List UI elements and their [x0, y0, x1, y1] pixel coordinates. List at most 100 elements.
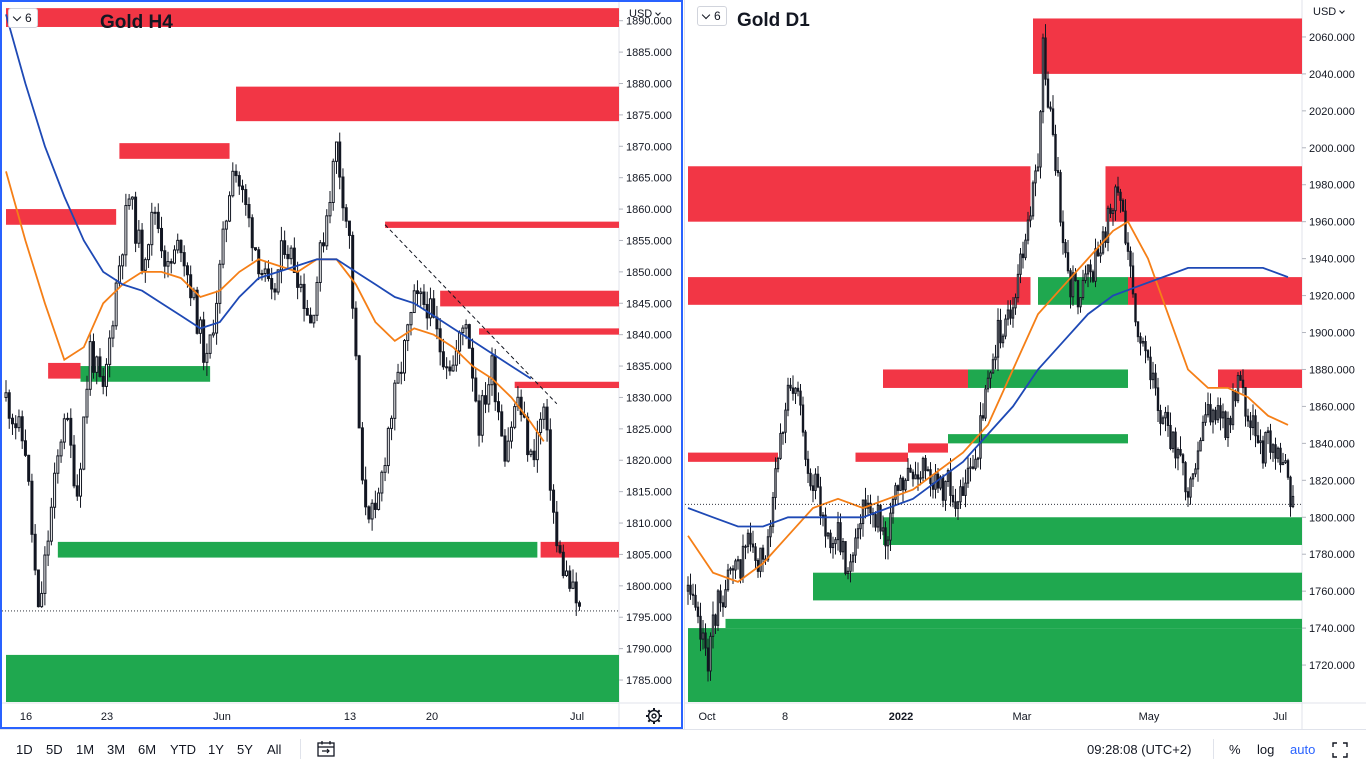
candle[interactable]: [289, 245, 293, 265]
candle[interactable]: [931, 475, 935, 499]
candle[interactable]: [771, 492, 775, 534]
demand-zone-8[interactable]: [968, 369, 1128, 388]
candle[interactable]: [901, 476, 905, 504]
candle[interactable]: [364, 466, 368, 516]
candle[interactable]: [403, 339, 407, 381]
candle[interactable]: [1196, 441, 1200, 482]
candle[interactable]: [759, 547, 762, 578]
candle[interactable]: [1271, 443, 1275, 462]
supply-zone-9[interactable]: [688, 452, 778, 462]
candle[interactable]: [1226, 411, 1230, 447]
candle[interactable]: [854, 528, 857, 563]
candle[interactable]: [244, 184, 248, 216]
range-button-3m[interactable]: 3M: [107, 742, 126, 757]
candle[interactable]: [1219, 397, 1222, 431]
candle[interactable]: [263, 260, 267, 282]
candle[interactable]: [1046, 71, 1050, 109]
demand-zone-12[interactable]: [6, 654, 619, 702]
candle[interactable]: [377, 487, 381, 511]
candle[interactable]: [791, 375, 795, 401]
candle[interactable]: [959, 479, 962, 509]
candle[interactable]: [881, 515, 885, 536]
candle[interactable]: [1081, 269, 1085, 301]
candle[interactable]: [1136, 321, 1140, 343]
supply-zone-3[interactable]: [6, 209, 117, 225]
candle[interactable]: [1256, 421, 1260, 444]
candle[interactable]: [966, 456, 970, 488]
candle[interactable]: [1124, 199, 1127, 246]
candle[interactable]: [761, 544, 765, 573]
candle[interactable]: [98, 348, 102, 378]
candle[interactable]: [971, 454, 975, 470]
candle[interactable]: [23, 429, 27, 457]
candle[interactable]: [1244, 387, 1247, 427]
candle[interactable]: [147, 243, 151, 268]
candle[interactable]: [276, 269, 280, 295]
candle[interactable]: [1259, 429, 1262, 455]
candle[interactable]: [85, 375, 89, 424]
supply-zone-10[interactable]: [855, 452, 909, 462]
candle[interactable]: [480, 389, 484, 443]
candle[interactable]: [701, 619, 705, 650]
candle[interactable]: [989, 370, 992, 389]
range-button-6m[interactable]: 6M: [138, 742, 157, 757]
candle[interactable]: [1031, 180, 1035, 220]
candle[interactable]: [1079, 297, 1082, 313]
candle[interactable]: [1206, 392, 1210, 418]
candle[interactable]: [182, 245, 186, 277]
candle[interactable]: [929, 462, 932, 497]
candle[interactable]: [43, 546, 47, 606]
candle[interactable]: [716, 589, 720, 632]
demand-zone-12[interactable]: [948, 434, 1128, 444]
candle[interactable]: [731, 565, 735, 585]
candle[interactable]: [577, 600, 581, 611]
candle[interactable]: [156, 203, 160, 234]
candle[interactable]: [451, 355, 455, 372]
supply-zone-6[interactable]: [1218, 369, 1302, 388]
chart-pane-gold-h4[interactable]: 1890.000 1885.000 1880.000 1875.000 1870.000…: [0, 0, 683, 729]
candle[interactable]: [774, 457, 777, 510]
candle[interactable]: [422, 284, 426, 311]
candle[interactable]: [709, 632, 712, 681]
candle[interactable]: [56, 449, 60, 484]
candle[interactable]: [1109, 203, 1112, 218]
candle[interactable]: [198, 316, 202, 344]
candle[interactable]: [95, 355, 99, 385]
candle[interactable]: [555, 500, 559, 553]
candle[interactable]: [46, 530, 50, 567]
candle[interactable]: [467, 323, 471, 349]
candle[interactable]: [325, 209, 329, 250]
candle[interactable]: [706, 638, 710, 682]
fullscreen-icon[interactable]: [1332, 742, 1348, 758]
candle[interactable]: [779, 423, 782, 460]
candle[interactable]: [172, 245, 176, 265]
candle[interactable]: [474, 368, 478, 403]
candle[interactable]: [719, 584, 722, 612]
candle[interactable]: [801, 396, 805, 437]
demand-zone-11[interactable]: [57, 541, 538, 558]
candle[interactable]: [1021, 241, 1025, 269]
candle[interactable]: [1059, 169, 1062, 227]
candle[interactable]: [1239, 371, 1242, 381]
candle[interactable]: [565, 560, 569, 577]
candle[interactable]: [1214, 406, 1217, 425]
candle[interactable]: [367, 505, 371, 524]
candle[interactable]: [503, 429, 507, 467]
candle[interactable]: [904, 478, 907, 492]
candle[interactable]: [906, 458, 910, 481]
candle[interactable]: [1051, 95, 1055, 137]
candle[interactable]: [826, 532, 830, 540]
candle[interactable]: [849, 553, 852, 583]
candle[interactable]: [711, 601, 715, 649]
candle[interactable]: [1034, 164, 1037, 197]
candle[interactable]: [1186, 487, 1190, 507]
candle[interactable]: [484, 382, 488, 414]
candle[interactable]: [1066, 239, 1070, 274]
candle[interactable]: [412, 284, 416, 314]
candle[interactable]: [744, 544, 747, 560]
candle[interactable]: [824, 507, 827, 548]
candle[interactable]: [964, 469, 967, 508]
candle[interactable]: [1291, 485, 1295, 509]
candle[interactable]: [1241, 369, 1245, 394]
candle[interactable]: [10, 413, 14, 435]
